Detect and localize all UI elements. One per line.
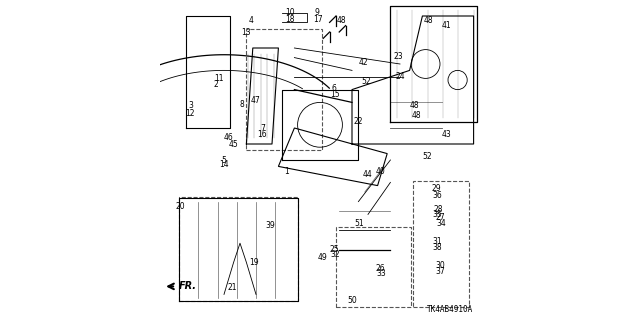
Text: 31: 31 <box>432 237 442 246</box>
Text: 26: 26 <box>376 264 386 273</box>
Text: 2: 2 <box>214 80 218 89</box>
Text: 51: 51 <box>354 220 364 228</box>
Text: 1: 1 <box>284 167 289 176</box>
Text: 13: 13 <box>241 28 252 36</box>
Text: 4: 4 <box>249 16 253 25</box>
Text: FR.: FR. <box>179 281 196 292</box>
Text: 19: 19 <box>250 258 259 267</box>
Text: 34: 34 <box>436 220 446 228</box>
Text: 32: 32 <box>330 250 340 259</box>
Text: 10: 10 <box>285 8 294 17</box>
Text: 43: 43 <box>442 130 451 139</box>
Text: 50: 50 <box>347 296 357 305</box>
Text: 14: 14 <box>219 160 229 169</box>
Text: 28: 28 <box>433 205 442 214</box>
Text: 3: 3 <box>188 101 193 110</box>
Text: 18: 18 <box>285 15 294 24</box>
Text: 37: 37 <box>435 268 445 276</box>
Text: 38: 38 <box>432 244 442 252</box>
Text: 30: 30 <box>435 261 445 270</box>
Text: 36: 36 <box>432 191 442 200</box>
Text: 23: 23 <box>394 52 403 60</box>
Text: 33: 33 <box>376 269 386 278</box>
Text: 22: 22 <box>354 117 363 126</box>
Text: 41: 41 <box>442 21 451 30</box>
Text: 29: 29 <box>432 184 442 193</box>
Text: 48: 48 <box>424 16 434 25</box>
Text: 52: 52 <box>422 152 432 161</box>
Text: 46: 46 <box>224 133 234 142</box>
Text: 52: 52 <box>362 77 371 86</box>
Text: 12: 12 <box>186 109 195 118</box>
Text: 35: 35 <box>433 210 443 219</box>
Text: 48: 48 <box>410 101 419 110</box>
Text: 16: 16 <box>257 130 268 139</box>
Text: 42: 42 <box>358 58 368 67</box>
Text: 48: 48 <box>337 16 347 25</box>
Text: 48: 48 <box>411 111 421 120</box>
Text: 25: 25 <box>330 245 339 254</box>
Text: 21: 21 <box>227 284 237 292</box>
Text: 17: 17 <box>314 15 323 24</box>
Text: 27: 27 <box>435 213 445 222</box>
Text: 47: 47 <box>250 96 260 105</box>
Text: 11: 11 <box>214 74 224 83</box>
Text: 45: 45 <box>228 140 239 148</box>
Text: 24: 24 <box>395 72 405 81</box>
Text: 40: 40 <box>376 167 386 176</box>
Text: 44: 44 <box>362 170 372 179</box>
Text: 7: 7 <box>260 124 265 132</box>
Text: 15: 15 <box>330 90 340 99</box>
Text: TK4AB4910A: TK4AB4910A <box>428 305 474 314</box>
Text: 49: 49 <box>317 253 328 262</box>
Text: 39: 39 <box>266 221 275 230</box>
Text: 5: 5 <box>221 156 227 164</box>
Text: 6: 6 <box>332 84 337 92</box>
Text: 8: 8 <box>239 100 244 108</box>
Text: 9: 9 <box>314 8 319 17</box>
Text: 20: 20 <box>176 202 186 211</box>
